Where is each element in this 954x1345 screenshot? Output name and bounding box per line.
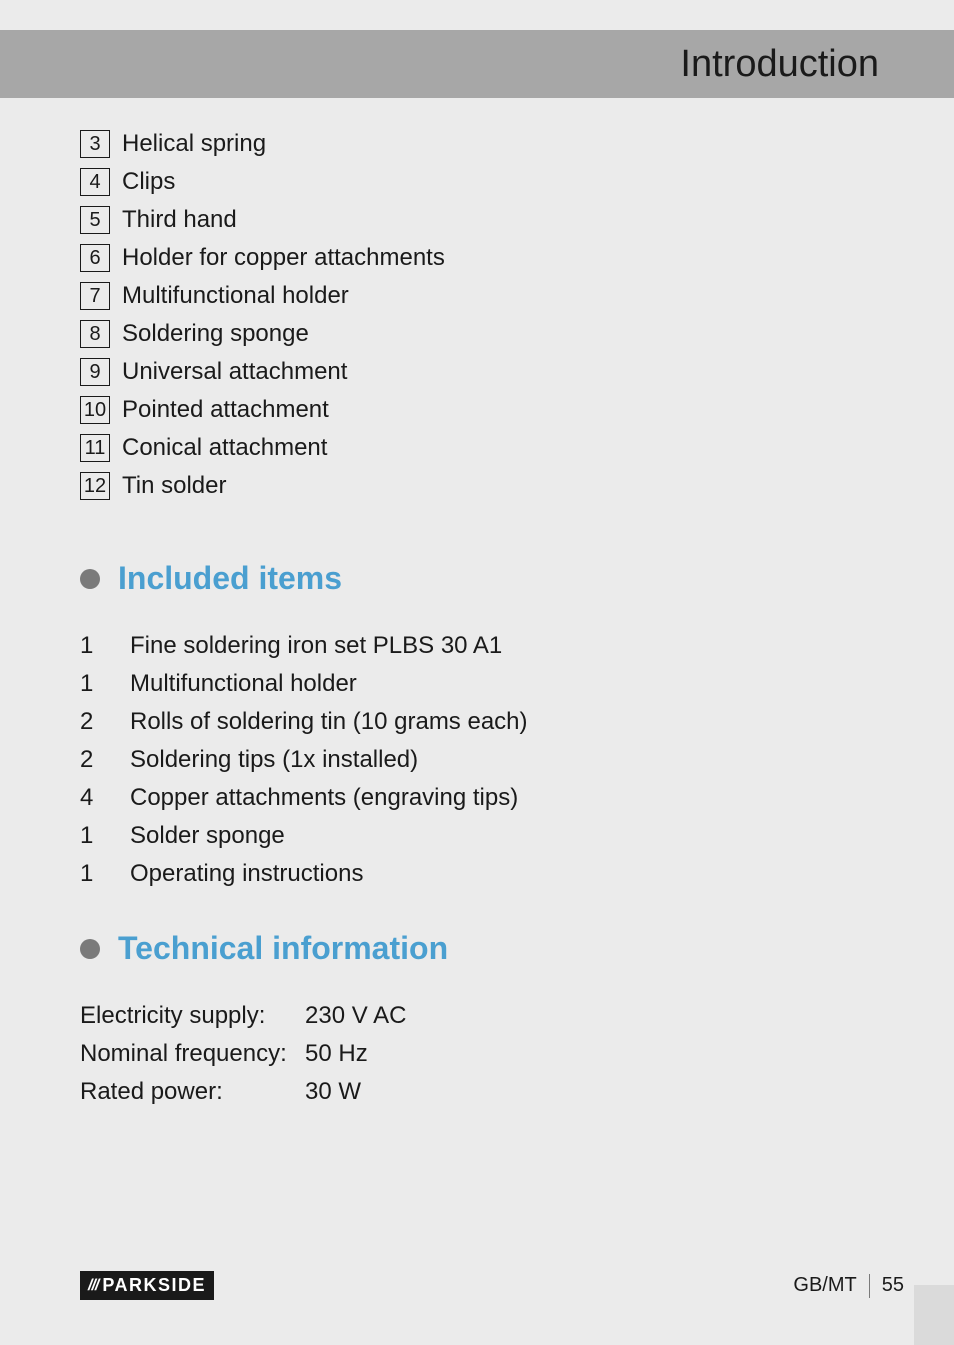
footer: /// PARKSIDE GB/MT 55 xyxy=(0,1271,954,1300)
part-label: Holder for copper attachments xyxy=(122,239,445,277)
part-label: Pointed attachment xyxy=(122,391,329,429)
part-number: 4 xyxy=(80,168,110,196)
included-qty: 4 xyxy=(80,779,130,817)
included-label: Copper attachments (engraving tips) xyxy=(130,779,518,817)
tech-label: Rated power: xyxy=(80,1073,305,1111)
part-item: 5 Third hand xyxy=(80,201,445,239)
part-number: 10 xyxy=(80,396,110,424)
part-label: Conical attachment xyxy=(122,429,327,467)
part-label: Soldering sponge xyxy=(122,315,309,353)
part-label: Helical spring xyxy=(122,125,266,163)
included-item: 1 Operating instructions xyxy=(80,855,528,893)
part-number: 9 xyxy=(80,358,110,386)
part-number: 3 xyxy=(80,130,110,158)
page-region: GB/MT xyxy=(793,1274,856,1297)
included-label: Multifunctional holder xyxy=(130,665,357,703)
section-heading-text: Included items xyxy=(118,560,342,597)
logo-stripes-icon: /// xyxy=(88,1277,98,1295)
section-header: Technical information xyxy=(80,930,448,967)
tech-row: Electricity supply: 230 V AC xyxy=(80,997,448,1035)
included-item: 2 Rolls of soldering tin (10 grams each) xyxy=(80,703,528,741)
bullet-icon xyxy=(80,939,100,959)
part-item: 10 Pointed attachment xyxy=(80,391,445,429)
included-label: Fine soldering iron set PLBS 30 A1 xyxy=(130,627,502,665)
page-number: 55 xyxy=(882,1274,904,1297)
included-qty: 1 xyxy=(80,817,130,855)
part-item: 7 Multifunctional holder xyxy=(80,277,445,315)
parts-list: 3 Helical spring 4 Clips 5 Third hand 6 … xyxy=(80,125,445,505)
technical-information-section: Technical information Electricity supply… xyxy=(80,930,448,1111)
part-item: 3 Helical spring xyxy=(80,125,445,163)
header-title: Introduction xyxy=(680,43,879,86)
logo-text: PARKSIDE xyxy=(102,1275,206,1296)
part-label: Universal attachment xyxy=(122,353,347,391)
included-qty: 1 xyxy=(80,627,130,665)
part-number: 7 xyxy=(80,282,110,310)
tech-label: Nominal frequency: xyxy=(80,1035,305,1073)
part-item: 9 Universal attachment xyxy=(80,353,445,391)
included-item: 1 Fine soldering iron set PLBS 30 A1 xyxy=(80,627,528,665)
part-item: 6 Holder for copper attachments xyxy=(80,239,445,277)
included-label: Solder sponge xyxy=(130,817,285,855)
header-bar: Introduction xyxy=(0,30,954,98)
included-qty: 2 xyxy=(80,741,130,779)
included-qty: 1 xyxy=(80,855,130,893)
bullet-icon xyxy=(80,569,100,589)
included-item: 4 Copper attachments (engraving tips) xyxy=(80,779,528,817)
part-label: Tin solder xyxy=(122,467,226,505)
part-number: 8 xyxy=(80,320,110,348)
included-items-section: Included items 1 Fine soldering iron set… xyxy=(80,560,528,893)
part-label: Third hand xyxy=(122,201,237,239)
part-item: 12 Tin solder xyxy=(80,467,445,505)
part-number: 6 xyxy=(80,244,110,272)
included-label: Rolls of soldering tin (10 grams each) xyxy=(130,703,528,741)
part-item: 11 Conical attachment xyxy=(80,429,445,467)
included-qty: 2 xyxy=(80,703,130,741)
part-label: Multifunctional holder xyxy=(122,277,349,315)
tech-row: Nominal frequency: 50 Hz xyxy=(80,1035,448,1073)
tech-value: 30 W xyxy=(305,1073,361,1111)
part-number: 12 xyxy=(80,472,110,500)
part-item: 4 Clips xyxy=(80,163,445,201)
included-label: Soldering tips (1x installed) xyxy=(130,741,418,779)
included-label: Operating instructions xyxy=(130,855,363,893)
page-info: GB/MT 55 xyxy=(793,1274,904,1298)
section-heading-text: Technical information xyxy=(118,930,448,967)
section-header: Included items xyxy=(80,560,528,597)
tech-value: 230 V AC xyxy=(305,997,406,1035)
part-label: Clips xyxy=(122,163,175,201)
included-item: 1 Multifunctional holder xyxy=(80,665,528,703)
included-qty: 1 xyxy=(80,665,130,703)
included-item: 1 Solder sponge xyxy=(80,817,528,855)
page-divider xyxy=(869,1274,870,1298)
included-item: 2 Soldering tips (1x installed) xyxy=(80,741,528,779)
tech-row: Rated power: 30 W xyxy=(80,1073,448,1111)
part-item: 8 Soldering sponge xyxy=(80,315,445,353)
parkside-logo: /// PARKSIDE xyxy=(80,1271,214,1300)
part-number: 11 xyxy=(80,434,110,462)
part-number: 5 xyxy=(80,206,110,234)
tech-label: Electricity supply: xyxy=(80,997,305,1035)
tech-value: 50 Hz xyxy=(305,1035,368,1073)
